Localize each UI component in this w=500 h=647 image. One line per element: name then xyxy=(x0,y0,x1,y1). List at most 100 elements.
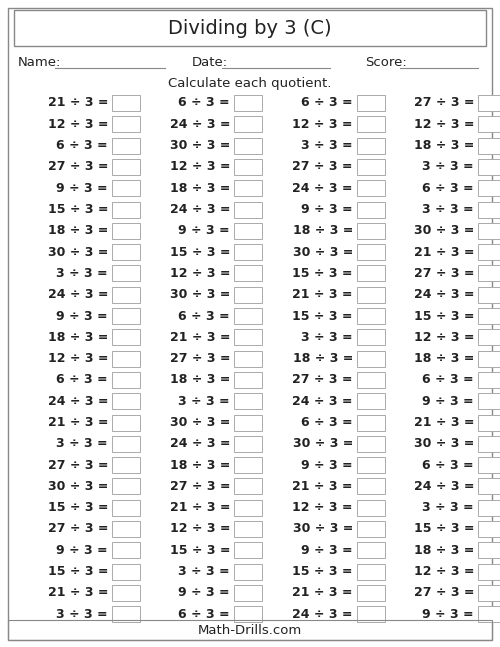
Text: 24 ÷ 3 =: 24 ÷ 3 = xyxy=(170,118,230,131)
Bar xyxy=(234,521,262,537)
Text: 18 ÷ 3 =: 18 ÷ 3 = xyxy=(292,225,353,237)
Bar xyxy=(478,415,500,430)
Bar xyxy=(234,265,262,281)
Text: 6 ÷ 3 =: 6 ÷ 3 = xyxy=(178,96,230,109)
Text: 15 ÷ 3 =: 15 ÷ 3 = xyxy=(48,565,108,578)
Bar xyxy=(478,116,500,132)
Bar xyxy=(478,95,500,111)
Text: 9 ÷ 3 =: 9 ÷ 3 = xyxy=(302,203,353,216)
Text: Dividing by 3 (C): Dividing by 3 (C) xyxy=(168,19,332,38)
Text: 3 ÷ 3 =: 3 ÷ 3 = xyxy=(302,331,353,344)
Bar xyxy=(234,542,262,558)
Bar xyxy=(234,478,262,494)
Bar xyxy=(112,372,140,388)
Text: 15 ÷ 3 =: 15 ÷ 3 = xyxy=(48,501,108,514)
Bar xyxy=(357,351,385,367)
Bar xyxy=(357,606,385,622)
Bar xyxy=(234,308,262,324)
Text: 30 ÷ 3 =: 30 ÷ 3 = xyxy=(170,416,230,429)
Bar xyxy=(234,393,262,409)
Bar xyxy=(234,201,262,217)
Bar xyxy=(357,585,385,601)
Bar xyxy=(478,585,500,601)
Text: 27 ÷ 3 =: 27 ÷ 3 = xyxy=(48,160,108,173)
Bar xyxy=(234,585,262,601)
Text: 24 ÷ 3 =: 24 ÷ 3 = xyxy=(170,437,230,450)
Bar xyxy=(357,287,385,303)
Text: 27 ÷ 3 =: 27 ÷ 3 = xyxy=(292,160,353,173)
Bar xyxy=(14,10,486,46)
Bar xyxy=(112,585,140,601)
Text: 6 ÷ 3 =: 6 ÷ 3 = xyxy=(422,459,474,472)
Text: 18 ÷ 3 =: 18 ÷ 3 = xyxy=(48,331,108,344)
Text: 15 ÷ 3 =: 15 ÷ 3 = xyxy=(292,309,353,322)
Text: 12 ÷ 3 =: 12 ÷ 3 = xyxy=(170,160,230,173)
Text: 9 ÷ 3 =: 9 ÷ 3 = xyxy=(56,182,108,195)
Text: 21 ÷ 3 =: 21 ÷ 3 = xyxy=(170,501,230,514)
Bar xyxy=(357,499,385,516)
Text: 18 ÷ 3 =: 18 ÷ 3 = xyxy=(170,182,230,195)
Bar xyxy=(478,223,500,239)
Bar xyxy=(357,116,385,132)
Text: 24 ÷ 3 =: 24 ÷ 3 = xyxy=(48,395,108,408)
Bar xyxy=(478,329,500,345)
Text: 24 ÷ 3 =: 24 ÷ 3 = xyxy=(414,480,474,493)
Text: 12 ÷ 3 =: 12 ÷ 3 = xyxy=(170,523,230,536)
Bar xyxy=(357,308,385,324)
Bar xyxy=(234,181,262,196)
Text: 27 ÷ 3 =: 27 ÷ 3 = xyxy=(414,96,474,109)
Text: 6 ÷ 3 =: 6 ÷ 3 = xyxy=(56,373,108,386)
Bar xyxy=(357,521,385,537)
Text: 30 ÷ 3 =: 30 ÷ 3 = xyxy=(292,437,353,450)
Bar xyxy=(234,138,262,153)
Bar xyxy=(234,244,262,260)
Bar xyxy=(357,372,385,388)
Text: 15 ÷ 3 =: 15 ÷ 3 = xyxy=(292,565,353,578)
Bar xyxy=(357,542,385,558)
Bar xyxy=(234,329,262,345)
Text: 21 ÷ 3 =: 21 ÷ 3 = xyxy=(414,416,474,429)
Text: 24 ÷ 3 =: 24 ÷ 3 = xyxy=(414,288,474,302)
Bar xyxy=(234,499,262,516)
Bar xyxy=(478,265,500,281)
Bar xyxy=(112,393,140,409)
Text: 21 ÷ 3 =: 21 ÷ 3 = xyxy=(48,416,108,429)
Text: 30 ÷ 3 =: 30 ÷ 3 = xyxy=(414,225,474,237)
Bar xyxy=(478,564,500,580)
Text: 3 ÷ 3 =: 3 ÷ 3 = xyxy=(422,203,474,216)
Bar xyxy=(478,308,500,324)
Bar xyxy=(112,329,140,345)
Text: 18 ÷ 3 =: 18 ÷ 3 = xyxy=(170,373,230,386)
Text: 30 ÷ 3 =: 30 ÷ 3 = xyxy=(170,139,230,152)
Text: 12 ÷ 3 =: 12 ÷ 3 = xyxy=(170,267,230,280)
Bar xyxy=(357,181,385,196)
Bar xyxy=(112,95,140,111)
Bar xyxy=(234,287,262,303)
Text: 21 ÷ 3 =: 21 ÷ 3 = xyxy=(292,480,353,493)
Text: 3 ÷ 3 =: 3 ÷ 3 = xyxy=(302,139,353,152)
Bar xyxy=(112,201,140,217)
Bar xyxy=(112,521,140,537)
Text: 27 ÷ 3 =: 27 ÷ 3 = xyxy=(170,352,230,365)
Bar xyxy=(234,436,262,452)
Text: 21 ÷ 3 =: 21 ÷ 3 = xyxy=(292,288,353,302)
Text: 9 ÷ 3 =: 9 ÷ 3 = xyxy=(302,543,353,557)
Bar xyxy=(234,351,262,367)
Text: 24 ÷ 3 =: 24 ÷ 3 = xyxy=(48,288,108,302)
Text: 15 ÷ 3 =: 15 ÷ 3 = xyxy=(170,543,230,557)
Text: 3 ÷ 3 =: 3 ÷ 3 = xyxy=(178,395,230,408)
Bar xyxy=(478,393,500,409)
Text: 9 ÷ 3 =: 9 ÷ 3 = xyxy=(302,459,353,472)
Text: 15 ÷ 3 =: 15 ÷ 3 = xyxy=(414,523,474,536)
Bar xyxy=(478,351,500,367)
Text: 6 ÷ 3 =: 6 ÷ 3 = xyxy=(178,608,230,620)
Text: 9 ÷ 3 =: 9 ÷ 3 = xyxy=(178,586,230,599)
Text: 27 ÷ 3 =: 27 ÷ 3 = xyxy=(292,373,353,386)
Bar xyxy=(357,95,385,111)
Bar xyxy=(478,521,500,537)
Text: Math-Drills.com: Math-Drills.com xyxy=(198,624,302,637)
Bar xyxy=(234,223,262,239)
Bar xyxy=(112,223,140,239)
Text: 21 ÷ 3 =: 21 ÷ 3 = xyxy=(48,96,108,109)
Bar xyxy=(112,564,140,580)
